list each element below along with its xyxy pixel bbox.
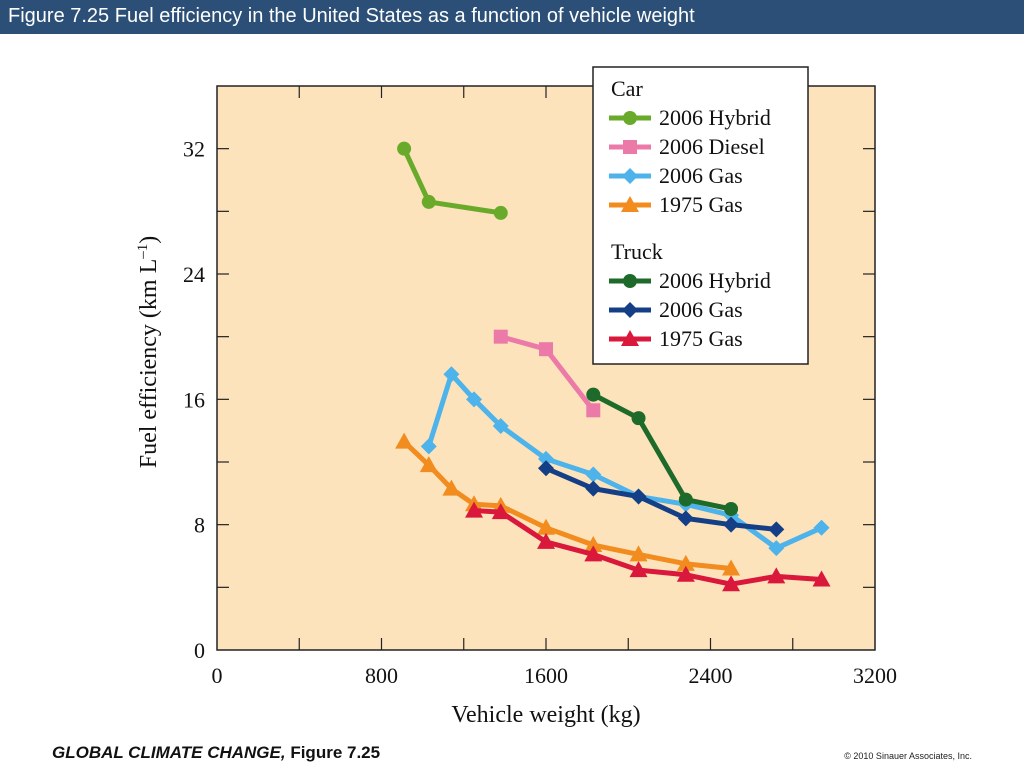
legend-entry-label: 2006 Gas [659, 297, 743, 322]
y-tick-label: 16 [183, 387, 205, 412]
legend-entry-label: 1975 Gas [659, 326, 743, 351]
data-point-circle [493, 205, 508, 220]
title-bar: Figure 7.25 Fuel efficiency in the Unite… [0, 0, 1024, 34]
data-point-diamond [492, 417, 509, 434]
copyright-notice: © 2010 Sinauer Associates, Inc. [844, 751, 972, 761]
data-point-triangle [442, 479, 461, 496]
data-point-diamond [443, 366, 460, 383]
x-tick-label: 1600 [524, 663, 568, 688]
data-point-square [493, 329, 508, 344]
data-point-triangle [465, 501, 484, 518]
legend-group-title: Truck [611, 239, 663, 264]
x-tick-label: 0 [212, 663, 223, 688]
data-point-triangle [722, 575, 741, 592]
legend-entry-label: 1975 Gas [659, 192, 743, 217]
series-line [592, 392, 732, 512]
y-axis-label: Fuel efficiency (km L–1) [135, 236, 162, 468]
footer-citation: GLOBAL CLIMATE CHANGE, Figure 7.25 [52, 743, 380, 763]
book-title: GLOBAL CLIMATE CHANGE, [52, 743, 286, 762]
data-point-triangle [722, 559, 741, 576]
y-tick-label: 24 [183, 262, 205, 287]
legend-entry-label: 2006 Diesel [659, 134, 765, 159]
data-point-triangle [395, 432, 414, 449]
series-line [402, 439, 732, 572]
data-point-triangle [537, 518, 555, 535]
data-point-diamond [768, 521, 785, 538]
legend-entry-label: 2006 Hybrid [659, 268, 771, 293]
x-tick-label: 3200 [853, 663, 897, 688]
data-point-triangle [584, 545, 603, 562]
data-point-circle [397, 141, 412, 156]
y-tick-label: 8 [194, 513, 205, 538]
data-point-square [623, 140, 637, 154]
data-point-triangle [419, 456, 438, 473]
data-point-triangle [621, 196, 639, 212]
data-point-triangle [812, 570, 831, 587]
data-point-triangle [491, 503, 510, 520]
data-point-diamond [420, 438, 437, 455]
data-point-diamond [677, 510, 694, 527]
legend-entry-label: 2006 Hybrid [659, 105, 771, 130]
data-point-diamond [622, 168, 638, 184]
data-point-diamond [622, 302, 638, 318]
data-point-circle [724, 502, 739, 516]
data-point-triangle [584, 536, 603, 553]
data-point-circle [631, 411, 646, 426]
data-point-diamond [466, 391, 483, 408]
data-point-triangle [621, 330, 639, 346]
series-car-2006-diesel [493, 329, 601, 418]
x-tick-label: 800 [365, 663, 398, 688]
series-truck-2006-gas [538, 460, 785, 538]
legend: Car 2006 Hybrid 2006 Diesel 2006 Gas 1975 Ga… [592, 66, 809, 365]
series-line [545, 465, 777, 532]
data-point-diamond [585, 480, 602, 497]
series-truck-2006-hybrid [586, 387, 739, 516]
data-point-triangle [676, 554, 695, 571]
y-tick-label: 0 [194, 638, 205, 663]
legend-group-title: Car [611, 76, 643, 101]
data-point-diamond [630, 488, 647, 505]
data-point-triangle [629, 545, 648, 562]
data-point-diamond [538, 450, 554, 467]
data-point-diamond [813, 519, 830, 536]
data-point-circle [623, 111, 637, 125]
x-axis-label: Vehicle weight (kg) [451, 702, 640, 728]
figure-label: Figure 7.25 [290, 743, 381, 762]
data-point-diamond [585, 466, 602, 483]
data-point-circle [586, 387, 601, 402]
data-point-circle [623, 274, 637, 288]
data-point-triangle [629, 561, 648, 578]
legend-entry-label: 2006 Gas [659, 163, 743, 188]
data-point-circle [678, 492, 693, 507]
y-tick-label: 32 [183, 137, 205, 162]
series-car-2006-hybrid [397, 141, 508, 220]
data-point-triangle [537, 532, 555, 549]
series-truck-1975-gas [465, 501, 831, 592]
data-point-triangle [676, 565, 695, 582]
data-point-diamond [538, 460, 554, 477]
data-point-square [586, 403, 601, 418]
data-point-triangle [767, 567, 786, 584]
data-point-circle [421, 194, 436, 209]
x-tick-label: 2400 [689, 663, 733, 688]
data-point-diamond [768, 540, 785, 557]
data-point-diamond [723, 516, 740, 533]
data-point-square [539, 342, 553, 357]
figure-title: Figure 7.25 Fuel efficiency in the Unite… [8, 5, 695, 27]
